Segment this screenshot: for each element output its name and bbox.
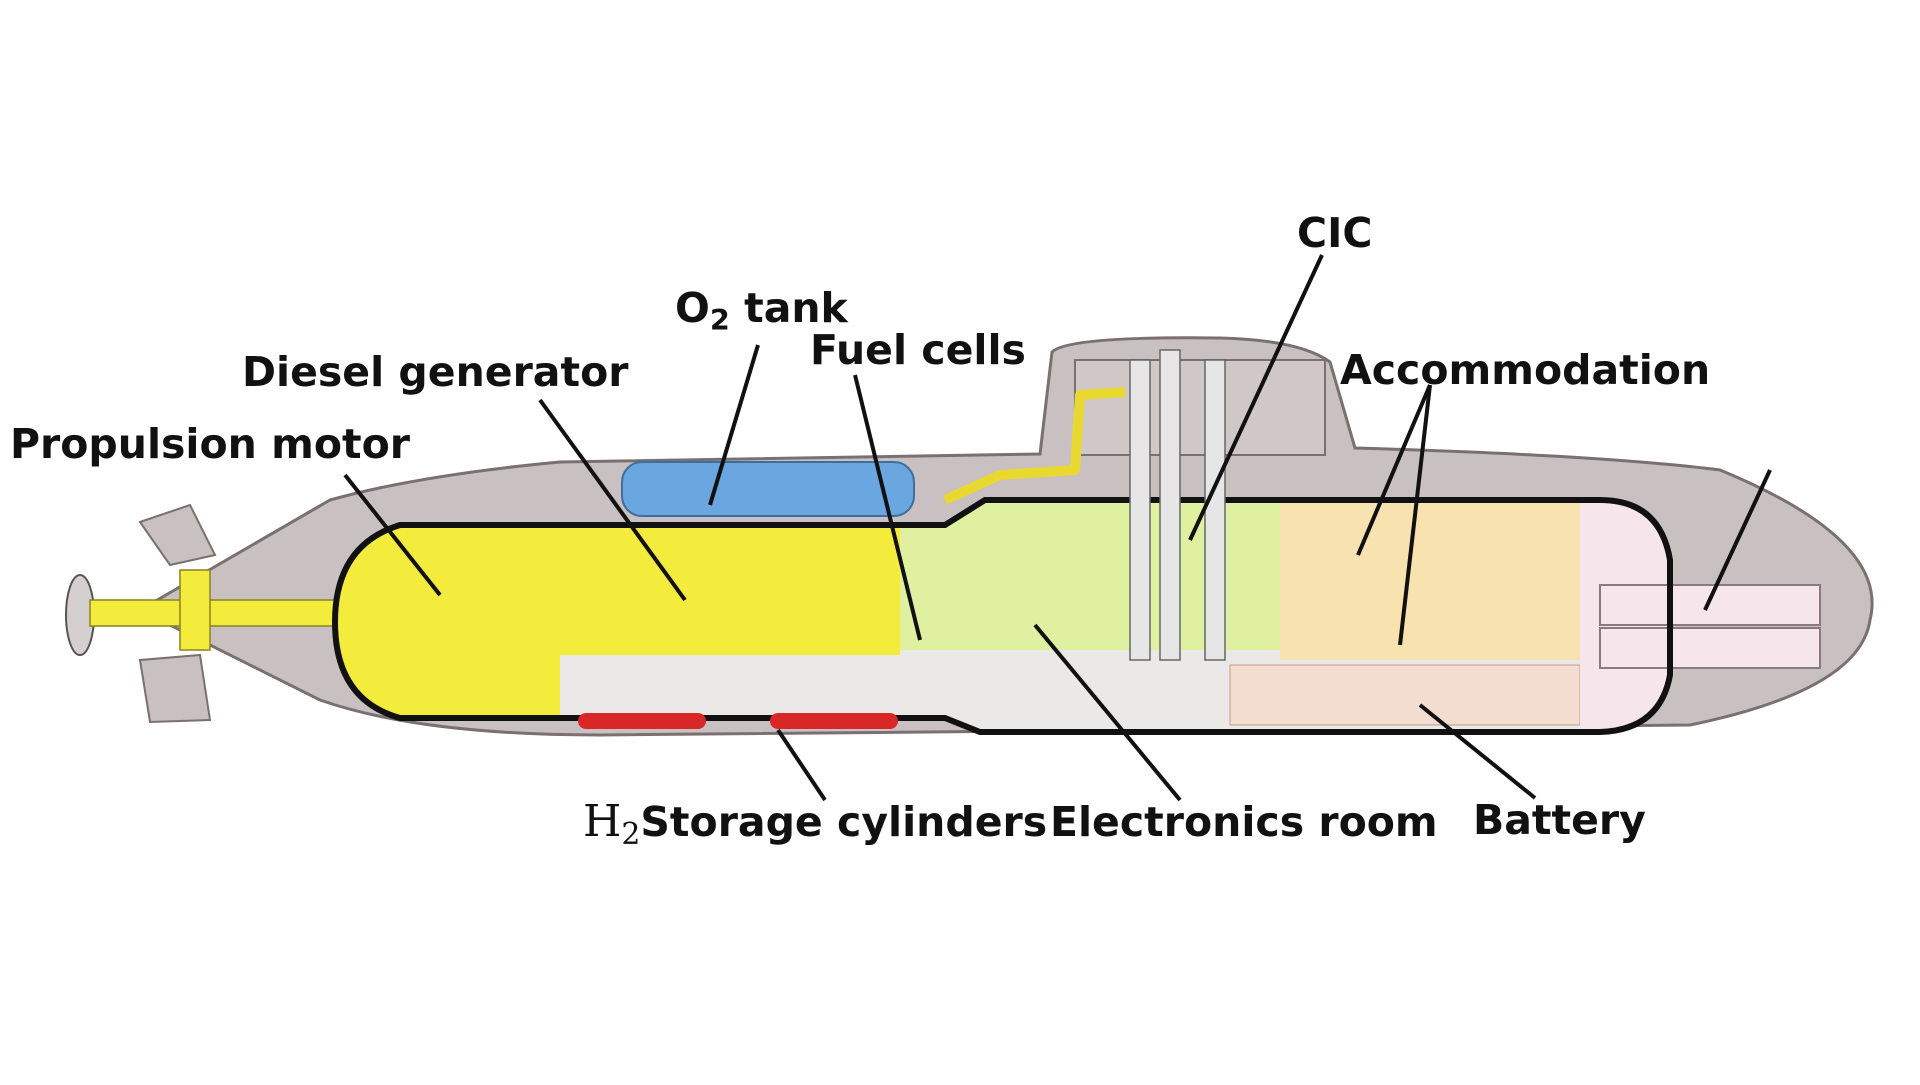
leader-accom-1 [1356, 384, 1432, 556]
pressure-hull [331, 497, 1673, 735]
upper-tail-fin [138, 503, 217, 567]
leader-lines [343, 254, 1772, 802]
leader-battery [1418, 703, 1537, 800]
leader-accom-2 [1398, 384, 1432, 646]
label-accommodation: Accommodation [1340, 346, 1711, 394]
leader-fuel [853, 374, 922, 641]
leader-propulsion [343, 473, 442, 597]
o2-rest: tank [729, 284, 848, 332]
h2-cylinder-2 [770, 713, 898, 729]
label-h2-storage: H2Storage cylinders [583, 798, 1048, 850]
aft-shaft-detail [179, 569, 211, 651]
torpedo-tube-lower [1599, 627, 1821, 669]
leader-cic [1188, 254, 1324, 541]
label-diesel-generator: Diesel generator [242, 348, 629, 396]
o2-letter: O [675, 284, 710, 332]
mast-2 [1159, 349, 1181, 661]
label-o2-tank: O2 tank [675, 288, 848, 335]
o2-subscript: 2 [709, 303, 730, 338]
o2-tank [621, 461, 915, 517]
leader-diesel [538, 398, 687, 602]
h2-subscript: 2 [621, 817, 641, 853]
diesel-generator-zone [560, 520, 900, 655]
mast-1 [1129, 359, 1151, 661]
leader-o2 [708, 344, 760, 506]
snorkel-pipe [942, 387, 1126, 505]
mast-3 [1204, 359, 1226, 661]
label-electronics-room: Electronics room [1050, 798, 1438, 846]
prop-shaft [89, 599, 351, 627]
leader-torpedo [1703, 469, 1772, 611]
h2-rest: Storage cylinders [640, 798, 1048, 846]
label-propulsion-motor: Propulsion motor [10, 420, 410, 468]
torpedo-tube-upper [1599, 584, 1821, 626]
h2-letter: H [583, 796, 622, 847]
leader-h2 [776, 728, 827, 802]
sail-structure [1074, 359, 1326, 456]
propulsion-motor-zone [335, 520, 560, 720]
lower-tail-fin [138, 653, 212, 724]
leader-electronics [1033, 623, 1182, 802]
h2-cylinder-1 [578, 713, 706, 729]
battery-zone [1229, 664, 1581, 726]
label-battery: Battery [1473, 796, 1646, 844]
accommodation-zone [1280, 500, 1580, 660]
label-fuel-cells: Fuel cells [810, 326, 1026, 374]
label-cic: CIC [1297, 209, 1373, 257]
